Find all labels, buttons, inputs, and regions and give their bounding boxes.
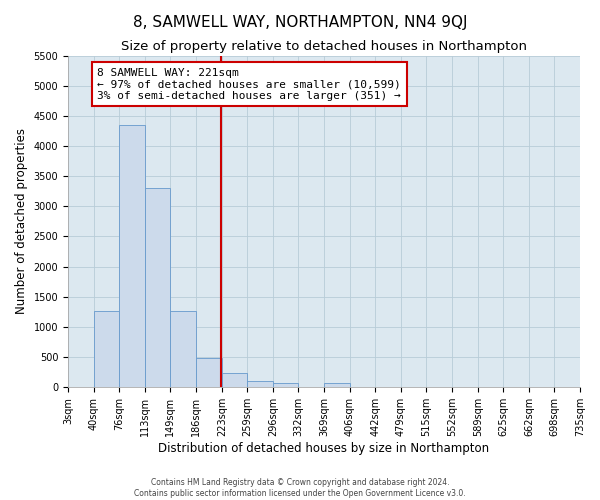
Bar: [324, 384, 350, 387]
Bar: [145, 188, 170, 387]
Title: Size of property relative to detached houses in Northampton: Size of property relative to detached ho…: [121, 40, 527, 53]
Bar: [119, 125, 145, 387]
Text: Contains HM Land Registry data © Crown copyright and database right 2024.
Contai: Contains HM Land Registry data © Crown c…: [134, 478, 466, 498]
Text: 8 SAMWELL WAY: 221sqm
← 97% of detached houses are smaller (10,599)
3% of semi-d: 8 SAMWELL WAY: 221sqm ← 97% of detached …: [97, 68, 401, 101]
Y-axis label: Number of detached properties: Number of detached properties: [15, 128, 28, 314]
X-axis label: Distribution of detached houses by size in Northampton: Distribution of detached houses by size …: [158, 442, 490, 455]
Bar: [94, 310, 119, 387]
Text: 8, SAMWELL WAY, NORTHAMPTON, NN4 9QJ: 8, SAMWELL WAY, NORTHAMPTON, NN4 9QJ: [133, 15, 467, 30]
Bar: [222, 374, 247, 387]
Bar: [170, 310, 196, 387]
Bar: [247, 381, 273, 387]
Bar: [196, 358, 222, 387]
Bar: [273, 382, 298, 387]
